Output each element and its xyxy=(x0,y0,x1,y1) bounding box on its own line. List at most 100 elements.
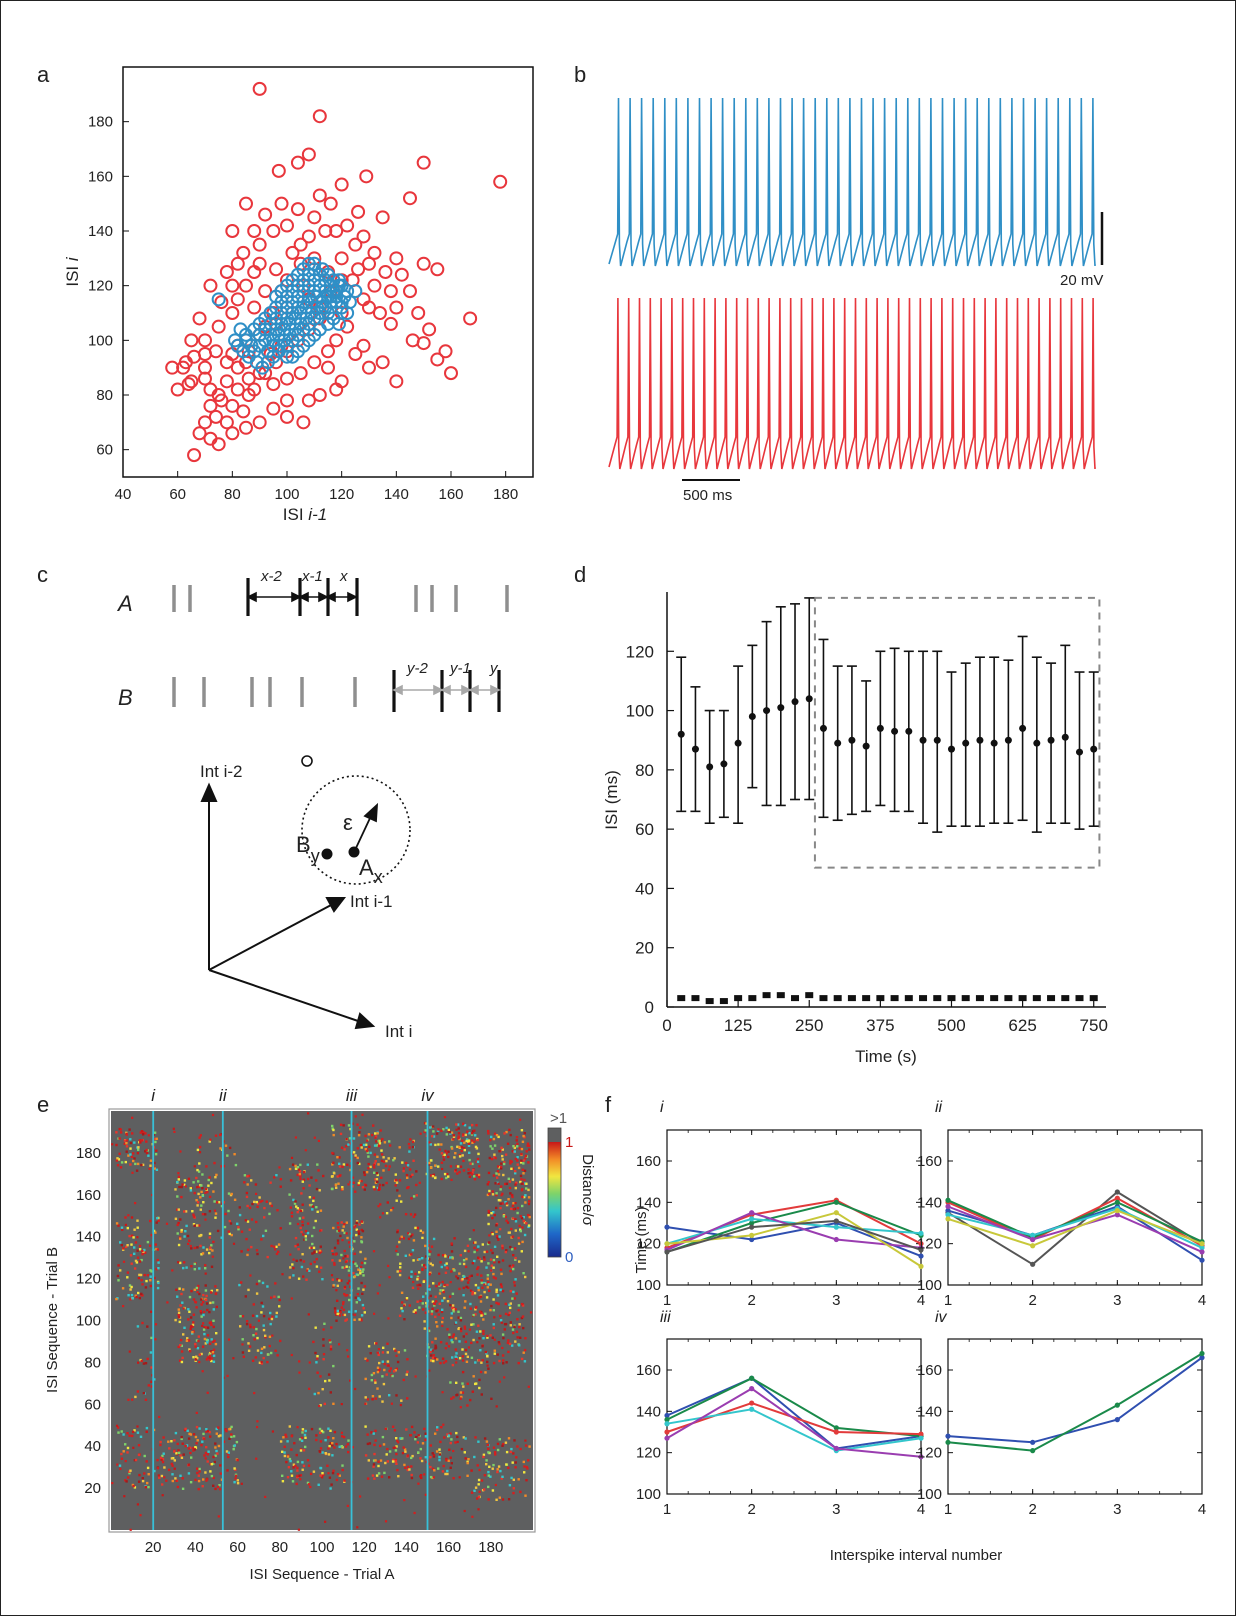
cell xyxy=(509,1192,512,1195)
cell xyxy=(195,1339,199,1342)
cell xyxy=(268,1212,271,1216)
cell xyxy=(270,1296,273,1299)
cell xyxy=(470,1139,474,1142)
epsilon-label: ε xyxy=(343,810,353,835)
cell xyxy=(406,1358,409,1361)
cell xyxy=(181,1356,184,1360)
cell xyxy=(298,1172,301,1176)
red-point xyxy=(394,267,409,282)
cell xyxy=(392,1159,395,1162)
cell xyxy=(207,1178,210,1182)
cell xyxy=(349,1245,352,1248)
cell xyxy=(441,1308,444,1311)
cell xyxy=(419,1229,422,1232)
cell xyxy=(495,1405,498,1408)
cell xyxy=(206,1356,210,1359)
series-line xyxy=(947,1199,1203,1243)
cell xyxy=(431,1356,435,1359)
cell xyxy=(355,1264,358,1268)
cell xyxy=(193,1448,197,1451)
cell xyxy=(493,1245,497,1248)
cell xyxy=(492,1266,495,1269)
cell xyxy=(193,1262,196,1266)
cell xyxy=(153,1161,156,1165)
cell xyxy=(302,1275,305,1278)
cell xyxy=(448,1448,451,1451)
cell xyxy=(279,1440,283,1443)
series-point xyxy=(833,1218,839,1224)
cell xyxy=(463,1249,467,1253)
cell xyxy=(208,1351,212,1355)
series-point xyxy=(749,1220,755,1226)
cv-mark xyxy=(876,995,885,1002)
cell xyxy=(331,1252,335,1256)
cell xyxy=(234,1163,238,1167)
cell xyxy=(518,1260,521,1263)
cell xyxy=(186,1234,190,1238)
cell xyxy=(329,1429,332,1432)
red-point xyxy=(280,218,294,233)
cell xyxy=(454,1168,457,1172)
cell xyxy=(471,1290,474,1294)
cell xyxy=(503,1328,506,1331)
cell xyxy=(447,1434,451,1437)
cell xyxy=(523,1178,526,1182)
cell xyxy=(302,1170,306,1174)
cell xyxy=(180,1435,183,1439)
cell xyxy=(392,1446,395,1449)
cell xyxy=(205,1478,209,1481)
red-point xyxy=(383,316,398,331)
red-point xyxy=(192,311,207,326)
blue-point xyxy=(348,284,363,299)
cell xyxy=(118,1464,122,1467)
panel-e-marker-lines xyxy=(152,1111,429,1530)
red-point xyxy=(258,207,273,222)
cell xyxy=(155,1267,158,1271)
cell xyxy=(197,1335,200,1338)
series-point xyxy=(1030,1236,1036,1243)
cell xyxy=(464,1265,468,1268)
cell xyxy=(319,1404,322,1407)
red-point xyxy=(359,169,374,184)
cell xyxy=(461,1370,465,1374)
mean-point xyxy=(1047,736,1055,744)
cell xyxy=(338,1165,342,1168)
cell xyxy=(481,1359,484,1362)
cell xyxy=(479,1300,483,1303)
panel-label-a: a xyxy=(37,62,50,87)
cell xyxy=(331,1442,334,1445)
mean-point xyxy=(734,739,742,747)
cell xyxy=(405,1428,408,1431)
blue-point xyxy=(331,278,346,293)
cell xyxy=(258,1196,261,1199)
x-tick-label: 3 xyxy=(832,1501,840,1518)
cell xyxy=(249,1323,252,1327)
cell xyxy=(161,1494,164,1497)
series-point xyxy=(945,1433,951,1439)
cell xyxy=(433,1304,436,1307)
cell xyxy=(304,1445,307,1449)
cell xyxy=(484,1312,487,1315)
cell xyxy=(520,1189,524,1192)
cell xyxy=(349,1180,352,1184)
cell xyxy=(497,1165,500,1168)
cell xyxy=(438,1448,441,1451)
cell xyxy=(255,1200,258,1204)
point-ax xyxy=(348,846,360,858)
cell xyxy=(504,1250,507,1254)
cell xyxy=(120,1457,124,1460)
cell xyxy=(355,1221,358,1224)
cell xyxy=(398,1194,401,1198)
cell xyxy=(238,1206,241,1209)
cell xyxy=(201,1252,205,1255)
cell xyxy=(298,1474,301,1477)
cell xyxy=(356,1123,359,1126)
cell xyxy=(449,1165,453,1168)
cell xyxy=(189,1451,192,1455)
cell xyxy=(335,1319,338,1322)
cell xyxy=(146,1274,150,1277)
cell xyxy=(359,1269,362,1272)
cell xyxy=(336,1473,340,1476)
cell xyxy=(246,1253,249,1257)
cell xyxy=(382,1169,385,1172)
